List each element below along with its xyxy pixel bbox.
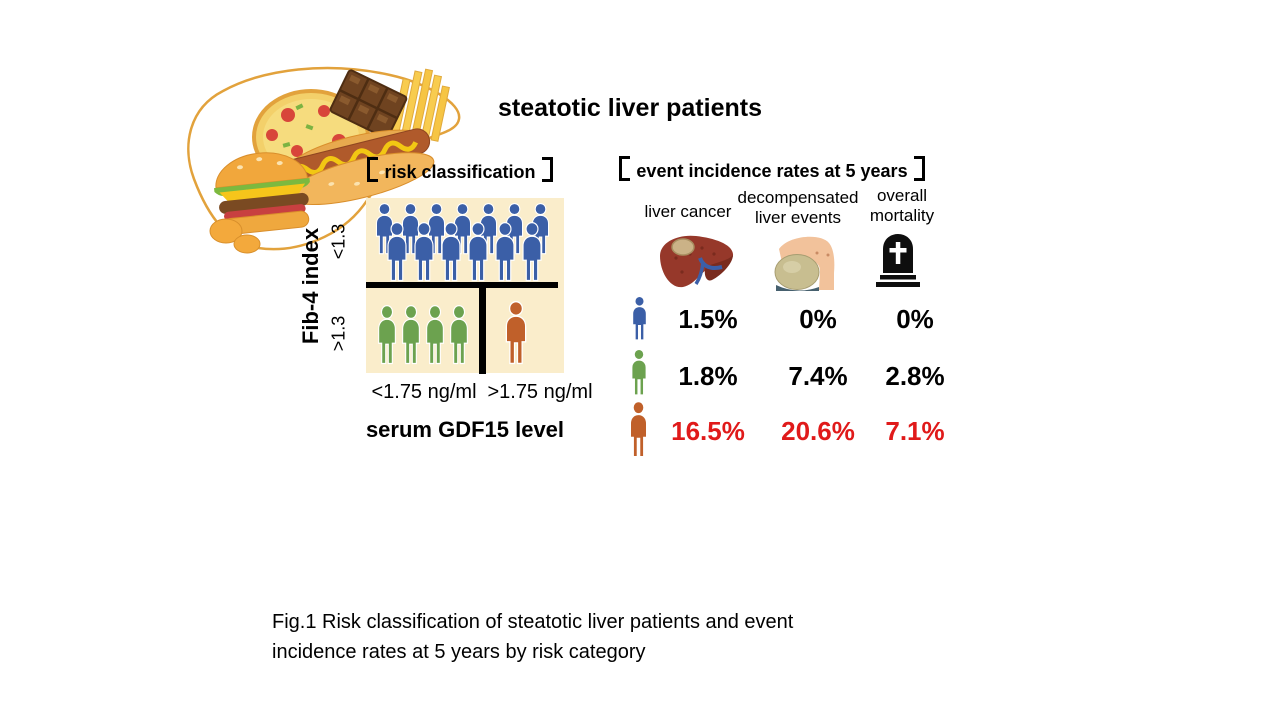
- person-icon: [464, 222, 492, 282]
- page-title: steatotic liver patients: [498, 94, 762, 122]
- value-orange-liver-cancer: 16.5%: [671, 416, 745, 446]
- person-icon: [437, 222, 465, 282]
- y-axis-label: Fib-4 index: [298, 227, 323, 345]
- column-header-decompensated-liver-events: decompensated liver events: [737, 188, 859, 227]
- person-icon: [422, 305, 448, 365]
- x-tick-high: >1.75 ng/ml: [487, 381, 593, 403]
- crowd-fib4-high-gdf15-low: [374, 303, 474, 367]
- hot-dog-icon: [280, 128, 435, 206]
- row-person-blue-icon: [629, 296, 650, 341]
- lenticular-bracket-right-icon: [913, 156, 925, 181]
- events-panel-heading-text: event incidence rates at 5 years: [636, 161, 908, 181]
- person-icon: [383, 222, 411, 282]
- lenticular-bracket-right-icon: [541, 157, 553, 182]
- lenticular-bracket-left-icon: [619, 156, 631, 181]
- value-orange-mortality: 7.1%: [885, 416, 945, 446]
- value-blue-liver-cancer: 1.5%: [678, 304, 738, 334]
- person-icon: [398, 203, 423, 255]
- person-icon: [410, 222, 438, 282]
- risk-panel-heading-text: risk classification: [384, 162, 536, 182]
- person-icon: [446, 305, 472, 365]
- x-axis-label: serum GDF15 level: [365, 417, 565, 442]
- events-panel-heading: event incidence rates at 5 years: [612, 156, 932, 182]
- value-orange-decompensated: 20.6%: [781, 416, 855, 446]
- column-header-overall-mortality: overall mortality: [869, 186, 935, 225]
- value-green-liver-cancer: 1.8%: [678, 361, 738, 391]
- person-icon: [374, 305, 400, 365]
- value-blue-mortality: 0%: [896, 304, 934, 334]
- hamburger-icon: [214, 152, 310, 236]
- junk-food-liver-illustration: [187, 66, 461, 254]
- figure-caption: Fig.1 Risk classification of steatotic l…: [272, 607, 892, 667]
- crowd-fib4-low: [370, 203, 558, 282]
- decompensated-liver-icon: [774, 236, 835, 291]
- caption-line-1: Fig.1 Risk classification of steatotic l…: [272, 611, 794, 633]
- value-green-decompensated: 7.4%: [788, 361, 848, 391]
- caption-line-2: incidence rates at 5 years by risk categ…: [272, 641, 646, 663]
- liver-cancer-icon: [660, 235, 734, 288]
- chocolate-bar-icon: [329, 69, 408, 139]
- tombstone-icon: [876, 234, 920, 287]
- nuggets-icon: [209, 218, 261, 254]
- person-icon: [398, 305, 424, 365]
- value-green-mortality: 2.8%: [885, 361, 945, 391]
- fib4-divider-line: [366, 282, 558, 288]
- person-icon: [501, 301, 531, 365]
- x-tick-low: <1.75 ng/ml: [371, 381, 477, 403]
- lenticular-bracket-left-icon: [367, 157, 379, 182]
- column-header-liver-cancer: liver cancer: [644, 202, 732, 221]
- gdf15-divider-line: [479, 286, 486, 374]
- row-person-green-icon: [628, 349, 650, 396]
- person-icon: [518, 222, 546, 282]
- risk-panel-heading: risk classification: [340, 157, 580, 183]
- y-tick-high: >1.3: [328, 315, 349, 352]
- crowd-fib4-high-gdf15-high: [501, 301, 531, 366]
- row-person-orange-icon: [626, 401, 651, 458]
- y-tick-low: <1.3: [328, 223, 349, 260]
- person-icon: [491, 222, 519, 282]
- value-blue-decompensated: 0%: [799, 304, 837, 334]
